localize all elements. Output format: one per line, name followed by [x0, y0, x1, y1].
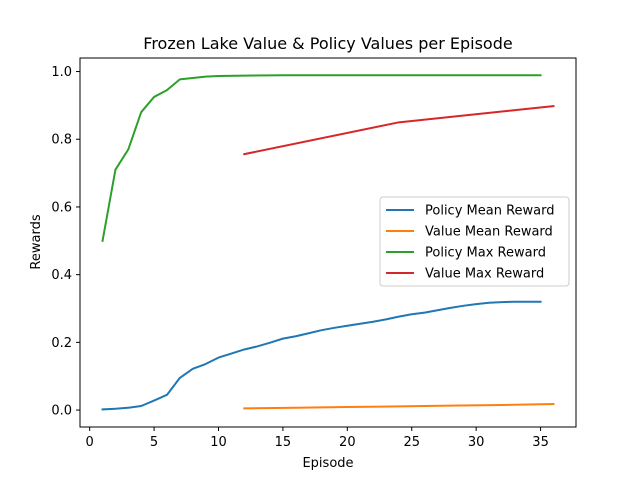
legend-label-1: Value Mean Reward	[425, 225, 553, 240]
y-tick-label: 0.4	[51, 268, 72, 283]
legend-label-0: Policy Mean Reward	[425, 204, 555, 219]
y-tick-label: 0.6	[51, 200, 72, 215]
x-tick-label: 30	[468, 435, 485, 450]
x-tick-label: 5	[150, 435, 158, 450]
y-tick-label: 0.0	[51, 404, 72, 419]
series-line-0	[101, 300, 542, 411]
x-tick-label: 0	[86, 435, 94, 450]
x-tick-label: 10	[210, 435, 227, 450]
series-line-3	[243, 104, 555, 156]
legend: Policy Mean Reward Value Mean Reward Polic…	[379, 196, 570, 287]
y-tick-label: 0.8	[51, 133, 72, 148]
legend-frame	[379, 196, 570, 287]
plot-lines	[101, 74, 555, 411]
y-axis: 0.0 0.2 0.4 0.6 0.8 1.0	[51, 65, 80, 419]
plot-frame	[79, 57, 577, 428]
legend-label-2: Policy Max Reward	[425, 246, 546, 261]
x-axis-label: Episode	[302, 456, 353, 471]
legend-label-3: Value Max Reward	[425, 267, 544, 282]
series-line-2	[101, 74, 542, 242]
x-tick-label: 25	[403, 435, 420, 450]
chart-title: Frozen Lake Value & Policy Values per Ep…	[143, 34, 512, 53]
x-tick-label: 20	[339, 435, 356, 450]
y-tick-label: 1.0	[51, 65, 72, 80]
y-axis-label: Rewards	[29, 214, 44, 269]
series-line-1	[243, 402, 555, 410]
x-tick-label: 15	[275, 435, 292, 450]
y-tick-label: 0.2	[51, 336, 72, 351]
x-axis: 0 5 10 15 20 25 30 35	[86, 427, 549, 450]
x-tick-label: 35	[532, 435, 549, 450]
